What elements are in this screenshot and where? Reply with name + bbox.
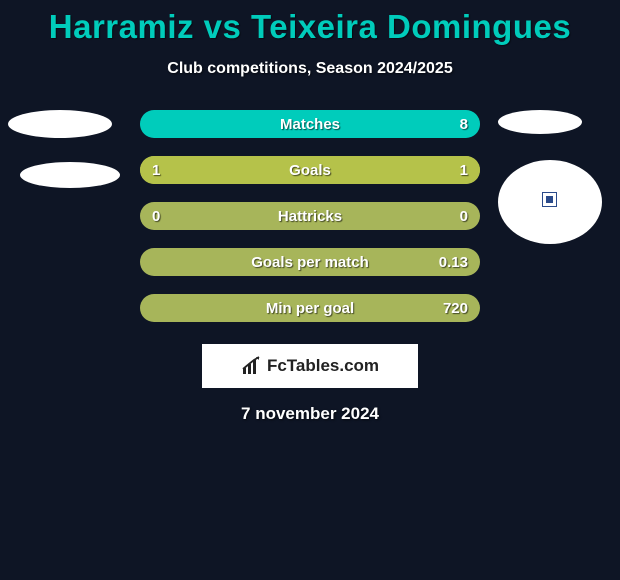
- stat-value-right: 1: [460, 162, 468, 179]
- stat-value-left: 0: [152, 208, 160, 225]
- stat-row: 1 Goals 1: [140, 156, 480, 184]
- player-left-ellipse-2: [20, 162, 120, 188]
- stat-label: Matches: [280, 116, 340, 133]
- stat-row: Goals per match 0.13: [140, 248, 480, 276]
- page-title: Harramiz vs Teixeira Domingues: [0, 0, 620, 46]
- player-right-ellipse-1: [498, 110, 582, 134]
- stat-label: Goals per match: [251, 254, 369, 271]
- stat-value-right: 0: [460, 208, 468, 225]
- chart-icon: [241, 356, 263, 376]
- stat-value-right: 0.13: [439, 254, 468, 271]
- stat-row: Matches 8: [140, 110, 480, 138]
- stat-value-right: 8: [460, 116, 468, 133]
- stat-fill-left: [140, 156, 310, 184]
- date-text: 7 november 2024: [0, 404, 620, 424]
- stat-value-right: 720: [443, 300, 468, 317]
- stat-label: Hattricks: [278, 208, 342, 225]
- stat-row: Min per goal 720: [140, 294, 480, 322]
- stat-value-left: 1: [152, 162, 160, 179]
- stat-fill-right: [310, 156, 480, 184]
- brand-logo: FcTables.com: [241, 356, 379, 376]
- content-area: Matches 8 1 Goals 1 0 Hattricks 0 Goals per matc…: [0, 110, 620, 424]
- stats-container: Matches 8 1 Goals 1 0 Hattricks 0 Goals per matc…: [140, 110, 480, 322]
- stat-row: 0 Hattricks 0: [140, 202, 480, 230]
- brand-text: FcTables.com: [267, 356, 379, 376]
- team-badge: [542, 192, 557, 212]
- stat-label: Min per goal: [266, 300, 354, 317]
- player-left-ellipse-1: [8, 110, 112, 138]
- subtitle: Club competitions, Season 2024/2025: [0, 60, 620, 78]
- brand-logo-box: FcTables.com: [202, 344, 418, 388]
- stat-label: Goals: [289, 162, 331, 179]
